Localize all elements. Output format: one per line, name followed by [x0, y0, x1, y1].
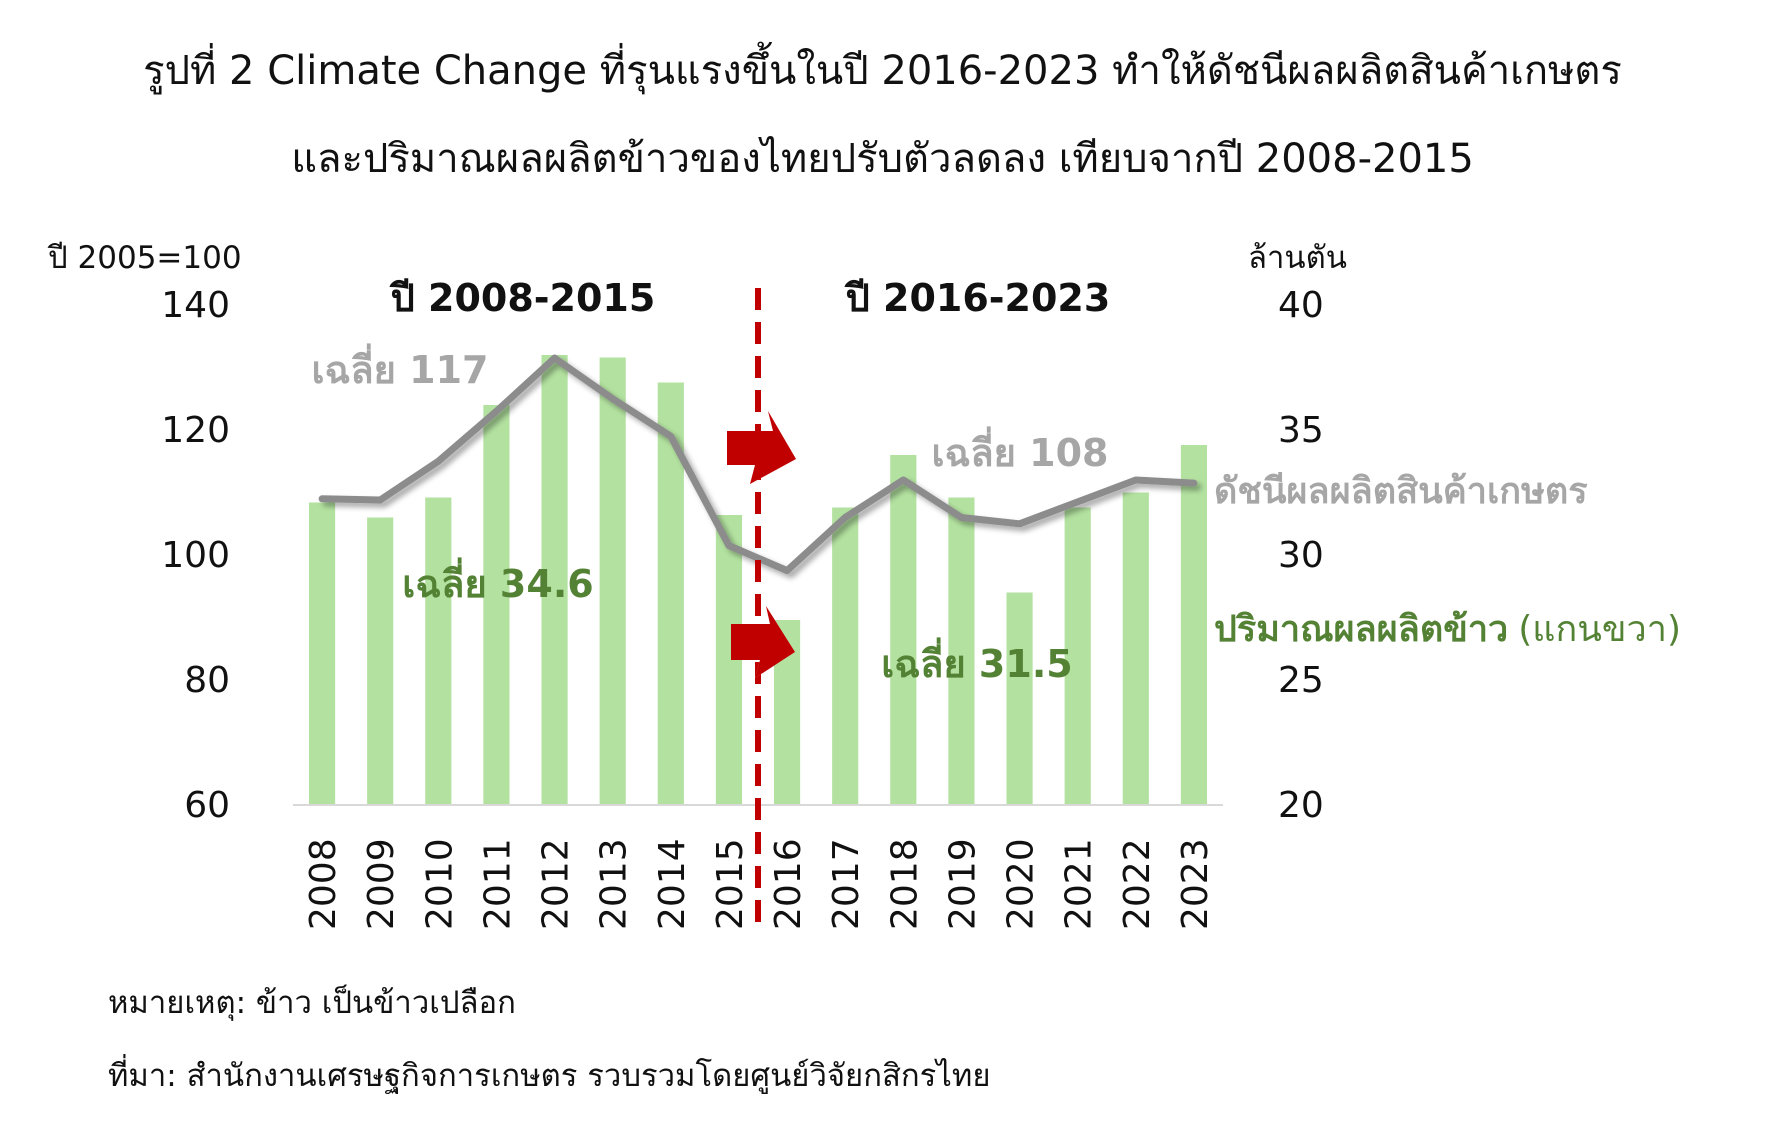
- period-label-2016-2023: ปี 2016-2023: [844, 276, 1110, 320]
- index-line: [318, 354, 1198, 575]
- index-average-label-2008-2015: เฉลี่ย 117: [312, 343, 489, 392]
- rice-bar-2014: [657, 382, 684, 805]
- index-series-label: ดัชนีผลผลิตสินค้าเกษตร: [1214, 471, 1588, 512]
- x-tick-label-2019: 2019: [942, 838, 983, 930]
- down-arrow-icon: [727, 411, 796, 484]
- rice-series-name: ปริมาณผลผลิตข้าว: [1214, 609, 1508, 650]
- x-tick-label-2017: 2017: [826, 838, 867, 930]
- rice-bar-2023: [1180, 445, 1208, 805]
- x-tick-label-2015: 2015: [710, 838, 751, 930]
- x-tick-label-2014: 2014: [652, 838, 693, 930]
- left-axis-unit: ปี 2005=100: [48, 240, 242, 276]
- rice-bar-2010: [425, 497, 452, 805]
- left-tick-label: 120: [161, 410, 230, 451]
- down-arrow-icon: [731, 606, 795, 678]
- x-tick-label-2012: 2012: [536, 838, 577, 930]
- rice-bar-2020: [1006, 592, 1033, 805]
- x-tick-label-2013: 2013: [594, 838, 635, 930]
- chart-title-line-1: รูปที่ 2 Climate Change ที่รุนแรงขึ้นในป…: [143, 48, 1622, 94]
- rice-series-axis-note: (แกนขวา): [1518, 609, 1681, 650]
- x-tick-label-2018: 2018: [884, 838, 925, 930]
- x-tick-label-2022: 2022: [1117, 838, 1158, 930]
- right-tick-label: 30: [1278, 535, 1324, 576]
- x-tick-label-2016: 2016: [768, 838, 809, 930]
- x-tick-label-2021: 2021: [1059, 838, 1100, 930]
- rice-bar-2021: [1064, 507, 1091, 805]
- right-tick-label: 25: [1278, 660, 1324, 701]
- x-tick-label-2009: 2009: [361, 838, 402, 930]
- rice-series-label: ปริมาณผลผลิตข้าว (แกนขวา): [1214, 609, 1681, 650]
- x-tick-label-2011: 2011: [477, 838, 518, 930]
- rice-bar-2017: [832, 507, 859, 805]
- x-tick-label-2008: 2008: [303, 838, 344, 930]
- left-tick-label: 60: [184, 785, 230, 826]
- rice-average-label-2008-2015: เฉลี่ย 34.6: [402, 557, 593, 606]
- right-tick-label: 40: [1278, 285, 1324, 326]
- rice-bar-2009: [367, 517, 394, 805]
- left-tick-label: 140: [161, 285, 230, 326]
- left-tick-label: 80: [184, 660, 230, 701]
- left-tick-label: 100: [161, 535, 230, 576]
- x-tick-label-2020: 2020: [1001, 838, 1042, 930]
- index-average-label-2016-2023: เฉลี่ย 108: [932, 426, 1109, 475]
- source-note: ที่มา: สำนักงานเศรษฐกิจการเกษตร รวบรวมโด…: [108, 1058, 991, 1094]
- x-tick-label-2010: 2010: [419, 838, 460, 930]
- x-tick-label-2023: 2023: [1175, 838, 1216, 930]
- rice-bar-2012: [541, 355, 568, 805]
- rice-bar-2011: [483, 405, 510, 805]
- right-axis-unit: ล้านตัน: [1248, 240, 1347, 276]
- rice-bar-2019: [948, 497, 975, 805]
- rice-bar-2022: [1122, 492, 1149, 805]
- chart-title-line-2: และปริมาณผลผลิตข้าวของไทยปรับตัวลดลง เที…: [291, 136, 1474, 182]
- right-tick-label: 35: [1278, 410, 1324, 451]
- rice-bar-2018: [890, 455, 917, 805]
- right-tick-label: 20: [1278, 785, 1324, 826]
- rice-bar-2008: [308, 502, 336, 805]
- period-label-2008-2015: ปี 2008-2015: [389, 276, 655, 320]
- footnote: หมายเหตุ: ข้าว เป็นข้าวเปลือก: [108, 985, 516, 1021]
- rice-average-label-2016-2023: เฉลี่ย 31.5: [881, 637, 1072, 686]
- rice-bar-2013: [599, 357, 626, 805]
